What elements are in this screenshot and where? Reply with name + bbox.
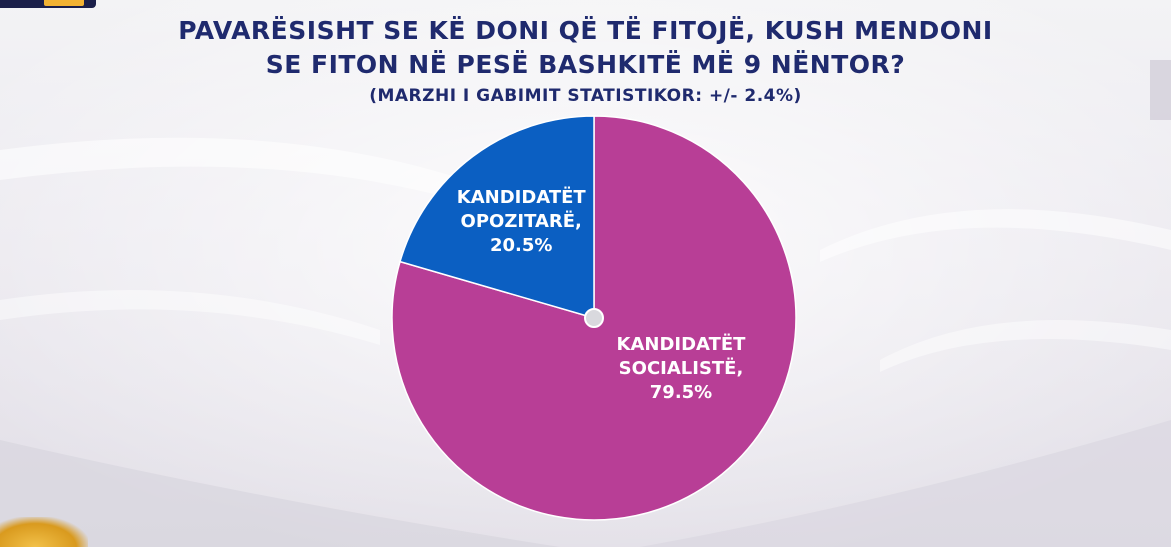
pie-label-opposition: KANDIDATËT OPOZITARË, 20.5% [457,186,587,256]
pie-center-dot [584,308,604,328]
pie-slice-opposition [399,115,595,319]
pie-label-socialist: KANDIDATËT SOCIALISTË, 79.5% [617,333,747,403]
pie-label-line: KANDIDATËT [457,186,587,208]
chart-title-line-2: SE FITON NË PESË BASHKITË MË 9 NËNTOR? [265,50,906,79]
chart-title-line-1: PAVARËSISHT SE KË DONI QË TË FITOJË, KUS… [178,16,993,45]
chart-subtitle: (MARZHI I GABIMIT STATISTIKOR: +/- 2.4%) [369,86,802,106]
chart-title-block: PAVARËSISHT SE KË DONI QË TË FITOJË, KUS… [0,14,1171,108]
pie-label-line: 79.5% [650,382,712,403]
pie-label-line: OPOZITARË, [461,210,582,232]
pie-label-line: 20.5% [490,235,552,256]
live-badge [0,0,96,8]
channel-logo [0,517,88,547]
live-badge-mark [44,0,84,6]
pie-label-line: KANDIDATËT [617,333,747,355]
pie-label-line: SOCIALISTË, [619,357,744,379]
